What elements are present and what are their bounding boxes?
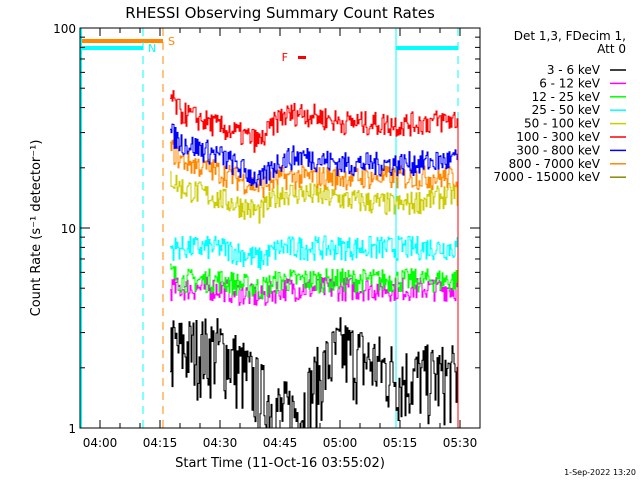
legend-label: 800 - 7000 keV bbox=[509, 157, 601, 171]
annotation-label-N: N bbox=[148, 42, 156, 55]
annotation-bar-S bbox=[80, 39, 163, 43]
x-tick-label: 05:15 bbox=[383, 436, 418, 450]
annotation-label-S: S bbox=[168, 35, 175, 48]
series-line-7 bbox=[170, 139, 459, 428]
footer-timestamp: 1-Sep-2022 13:20 bbox=[564, 468, 636, 477]
legend-label: 50 - 100 keV bbox=[524, 117, 601, 131]
series-line-5 bbox=[170, 90, 459, 428]
legend-label: 25 - 50 keV bbox=[532, 103, 601, 117]
y-tick-label: 100 bbox=[53, 22, 76, 36]
x-tick-label: 04:00 bbox=[83, 436, 118, 450]
legend-label: 300 - 800 keV bbox=[516, 143, 600, 157]
series-line-6 bbox=[170, 123, 459, 428]
x-tick-label: 04:15 bbox=[143, 436, 178, 450]
chart-title: RHESSI Observing Summary Count Rates bbox=[125, 4, 435, 22]
legend-title-1: Det 1,3, FDecim 1, bbox=[514, 29, 626, 43]
annotation-bar-N bbox=[80, 46, 143, 50]
y-axis-label: Count Rate (s⁻¹ detector⁻¹) bbox=[29, 140, 44, 317]
flare-marker bbox=[298, 56, 306, 59]
x-tick-label: 04:45 bbox=[263, 436, 298, 450]
x-tick-label: 05:30 bbox=[443, 436, 478, 450]
series-line-1 bbox=[170, 276, 459, 428]
x-tick-label: 05:00 bbox=[323, 436, 358, 450]
legend-label: 6 - 12 keV bbox=[539, 76, 601, 90]
legend-title-2: Att 0 bbox=[597, 42, 626, 56]
series-line-0 bbox=[170, 317, 459, 429]
legend-label: 12 - 25 keV bbox=[532, 90, 601, 104]
series-line-2 bbox=[170, 263, 459, 428]
legend-label: 3 - 6 keV bbox=[547, 63, 601, 77]
plot-area: SN F bbox=[80, 28, 459, 429]
x-tick-label: 04:30 bbox=[203, 436, 238, 450]
axes: 04:00 04:15 04:30 04:45 05:00 05:15 05:30 1 10 10… bbox=[53, 22, 480, 450]
series-line-3 bbox=[170, 235, 459, 428]
x-axis-label: Start Time (11-Oct-16 03:55:02) bbox=[175, 456, 385, 471]
y-tick-label: 10 bbox=[61, 222, 76, 236]
annotation-bar-n2 bbox=[396, 46, 458, 50]
y-tick-label: 1 bbox=[68, 422, 76, 436]
series-line-4 bbox=[170, 171, 459, 428]
flare-label: F bbox=[282, 51, 288, 64]
legend-label: 7000 - 15000 keV bbox=[493, 170, 600, 184]
legend-label: 100 - 300 keV bbox=[516, 130, 600, 144]
